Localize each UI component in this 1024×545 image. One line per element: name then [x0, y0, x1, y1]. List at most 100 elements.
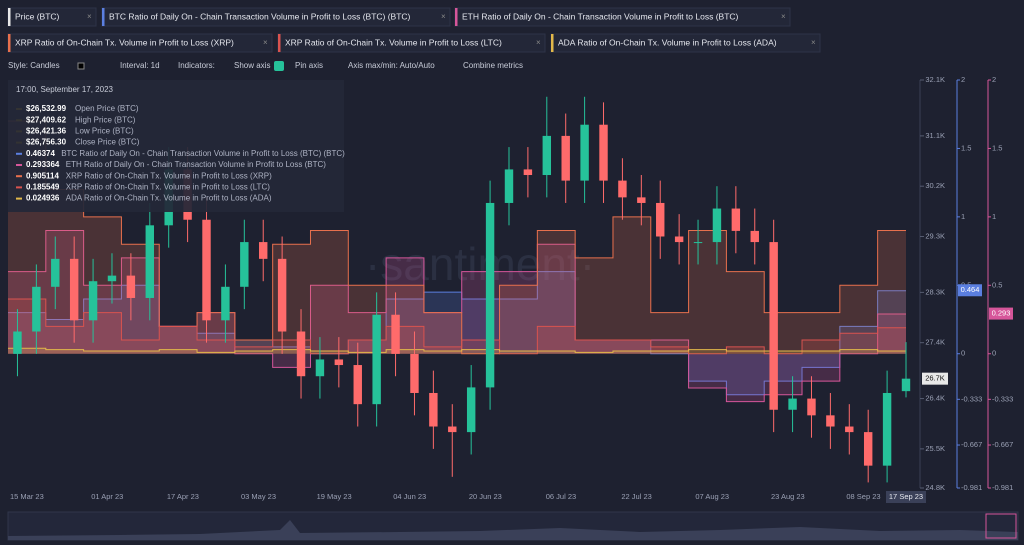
tooltip-label: Low Price (BTC) — [75, 127, 134, 136]
candle-body — [69, 258, 79, 321]
pin-axis[interactable]: Pin axis — [295, 61, 323, 70]
style-select[interactable]: Style: Candles — [8, 61, 60, 70]
tooltip-label: ETH Ratio of Daily On - Chain Transactio… — [66, 160, 326, 169]
show-axis[interactable]: Show axis — [234, 61, 270, 70]
candle-body — [277, 258, 287, 332]
tooltip-swatch — [16, 186, 22, 189]
candle-body — [693, 242, 703, 244]
y2-badge — [958, 284, 982, 297]
x-tick-label: 04 Jun 23 — [393, 492, 426, 501]
tab-label: XRP Ratio of On-Chain Tx. Volume in Prof… — [15, 37, 234, 47]
tooltip-value: 0.905114 — [26, 171, 59, 180]
candle-body — [372, 314, 381, 405]
candle-body — [13, 331, 22, 354]
x-tick-label: 08 Sep 23 — [846, 492, 880, 501]
candle-body — [32, 286, 41, 332]
ratio-area — [8, 271, 906, 395]
watermark: ·santiment· — [365, 238, 595, 290]
candle-body — [126, 275, 136, 298]
x-tick-label: 06 Jul 23 — [546, 492, 576, 501]
tab-label: XRP Ratio of On-Chain Tx. Volume in Prof… — [285, 37, 502, 47]
y-tick-label: 25.5K — [925, 444, 945, 453]
tooltip-value: 0.024936 — [26, 194, 60, 203]
y2-tick-label: 0 — [961, 349, 965, 358]
tab-color — [8, 8, 11, 26]
y2-tick-label: 1 — [992, 212, 996, 221]
indicators[interactable]: Indicators: — [178, 61, 215, 70]
navigator-window[interactable] — [985, 513, 1017, 539]
tooltip-swatch — [16, 108, 22, 110]
current-date-badge — [886, 491, 926, 503]
price-badge-label: 26.7K — [925, 374, 945, 383]
ratio-line — [8, 298, 906, 355]
tab-close: × — [87, 12, 92, 21]
y2-tick-label: 1 — [961, 212, 965, 221]
tooltip-label: Open Price (BTC) — [75, 104, 139, 113]
tooltip: 17:00, September 17, 2023 $26,532.99 Open… — [8, 80, 345, 212]
candle-body — [51, 258, 60, 287]
y2-tick-label: 2 — [961, 75, 965, 84]
tab-close: × — [811, 38, 816, 47]
axes: 32.1K 31.1K 30.2K 29.3K 28.3K 27.4K 26.4K 25.5K… — [10, 75, 1013, 503]
x-tick-label: 15 Mar 23 — [10, 492, 44, 501]
tab-close: × — [441, 12, 446, 21]
candle-body — [466, 387, 476, 433]
tab-color — [455, 8, 458, 26]
plot — [8, 96, 911, 483]
candle-body — [599, 124, 608, 181]
interval-select[interactable]: Interval: 1d — [120, 61, 160, 70]
candle-body — [845, 426, 854, 433]
y-tick-label: 27.4K — [925, 338, 945, 347]
tooltip-swatch — [16, 130, 22, 133]
y-tick-label: 30.2K — [925, 181, 945, 190]
tooltip-value: $27,409.62 — [26, 115, 67, 124]
tab-color — [8, 34, 11, 52]
tab-close: × — [263, 38, 268, 47]
y2-tick-label: 0 — [992, 349, 996, 358]
tooltip-label: XRP Ratio of On-Chain Tx. Volume in Prof… — [66, 171, 272, 180]
candle-body — [88, 281, 98, 321]
candle-body — [448, 426, 457, 433]
y-tick-label: 26.4K — [925, 394, 945, 403]
tab-label: ETH Ratio of Daily On - Chain Transactio… — [462, 11, 739, 21]
tooltip-label: XRP Ratio of On-Chain Tx. Volume in Prof… — [66, 183, 270, 192]
candle-body — [391, 314, 400, 354]
candle-body — [826, 415, 835, 427]
candle-body — [504, 169, 514, 203]
y-tick-label: 31.1K — [925, 131, 945, 140]
tab-label: BTC Ratio of Daily On - Chain Transactio… — [109, 11, 411, 21]
y2-tick-label: -0.981 — [961, 483, 982, 492]
candle-body — [656, 202, 665, 237]
navigator-area — [8, 520, 1018, 540]
color-swatch[interactable] — [77, 62, 85, 70]
tooltip-value: $26,532.99 — [26, 104, 67, 113]
y-tick-label: 28.3K — [925, 287, 945, 296]
tooltip-label: ADA Ratio of On-Chain Tx. Volume in Prof… — [66, 194, 272, 203]
tooltip-value: 0.46374 — [26, 149, 55, 158]
axis-range[interactable]: Axis max/min: Auto/Auto — [348, 61, 435, 70]
y-tick-label: 32.1K — [925, 75, 945, 84]
candle-body — [580, 124, 589, 181]
y2-tick-label: -0.333 — [992, 394, 1013, 403]
tooltip-value: $26,421.36 — [26, 127, 67, 136]
price-badge — [922, 372, 948, 385]
x-tick-label: 20 Jun 23 — [469, 492, 502, 501]
x-tick-label: 07 Aug 23 — [695, 492, 729, 501]
y2-tick-label: 2 — [992, 75, 996, 84]
tooltip-swatch — [16, 175, 22, 178]
candle-body — [145, 225, 154, 298]
tab-label: Price (BTC) — [15, 11, 60, 21]
show-axis-checkbox[interactable] — [274, 61, 284, 71]
tab-close: × — [536, 38, 541, 47]
x-tick-label: 23 Aug 23 — [771, 492, 805, 501]
y2-badge-label: 0.464 — [961, 285, 980, 294]
y2-tick-label: 1.5 — [961, 143, 971, 152]
y2-tick-label: -0.667 — [992, 440, 1013, 449]
navigator — [7, 511, 1019, 541]
combine-metrics[interactable]: Combine metrics — [463, 61, 523, 70]
y2-tick-label: -0.981 — [992, 483, 1013, 492]
x-tick-label: 22 Jul 23 — [621, 492, 651, 501]
tooltip-swatch — [16, 141, 22, 144]
x-tick-label: 19 May 23 — [317, 492, 352, 501]
